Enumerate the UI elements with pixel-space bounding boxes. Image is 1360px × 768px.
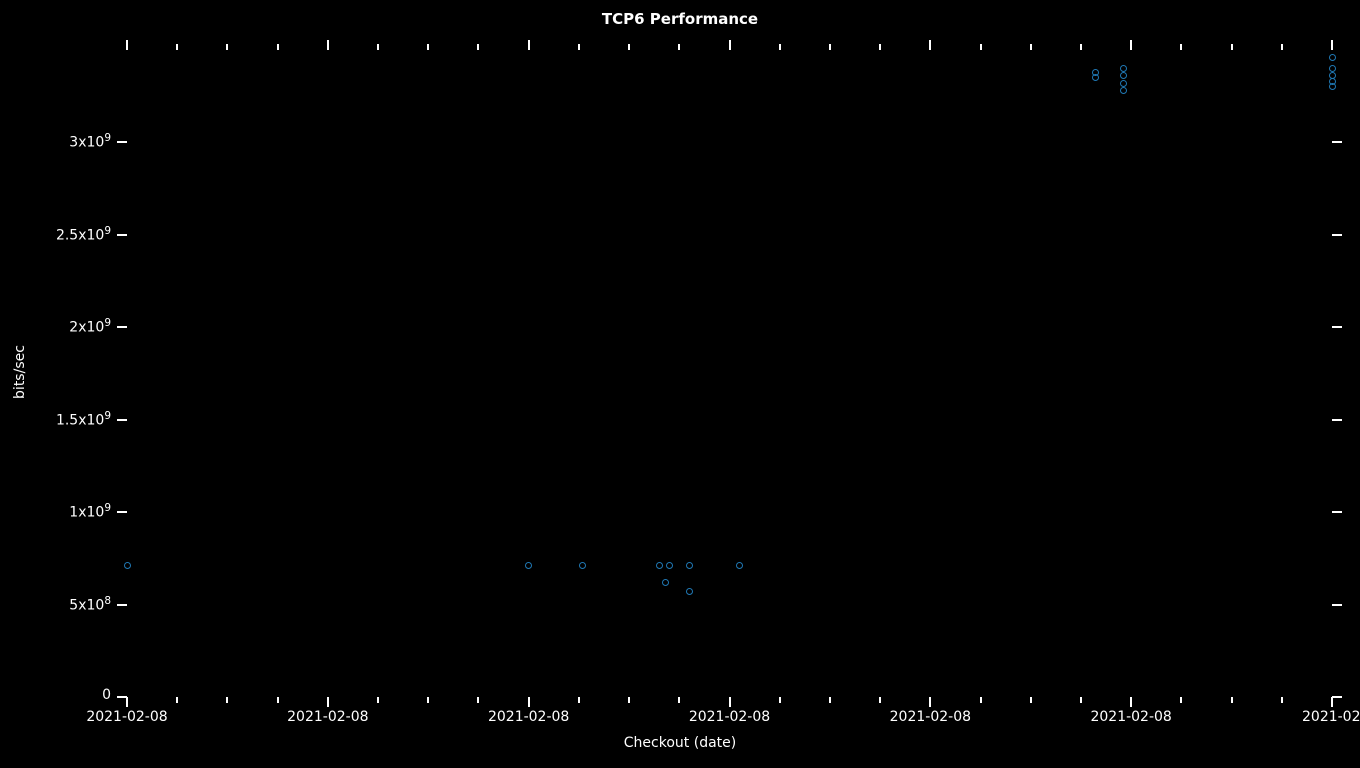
x-minor-tick — [1281, 697, 1283, 703]
y-tick — [1332, 511, 1342, 513]
x-tick — [1331, 40, 1333, 50]
data-point — [1329, 65, 1336, 72]
x-minor-tick — [829, 44, 831, 50]
x-tick-label: 2021-02-08 — [268, 709, 388, 725]
chart-container: TCP6 Performance bits/sec Checkout (date… — [0, 0, 1360, 768]
x-tick-label: 2021-02-08 — [870, 709, 990, 725]
x-tick — [1331, 697, 1333, 707]
x-minor-tick — [980, 697, 982, 703]
x-minor-tick — [678, 697, 680, 703]
y-tick — [1332, 604, 1342, 606]
data-point — [686, 588, 693, 595]
x-tick — [528, 40, 530, 50]
y-tick — [117, 511, 127, 513]
x-minor-tick — [829, 697, 831, 703]
x-tick-label: 2021-02-08 — [67, 709, 187, 725]
x-minor-tick — [779, 44, 781, 50]
x-minor-tick — [779, 697, 781, 703]
data-point — [124, 562, 131, 569]
x-minor-tick — [628, 44, 630, 50]
y-tick-label: 2.5x109 — [0, 225, 111, 244]
y-tick-label: 2x109 — [0, 317, 111, 336]
x-minor-tick — [477, 44, 479, 50]
plot-area — [127, 50, 1332, 697]
data-point — [1120, 80, 1127, 87]
x-tick-label: 2021-02-08 — [670, 709, 790, 725]
x-minor-tick — [1030, 697, 1032, 703]
y-tick-label: 0 — [0, 687, 111, 703]
data-point — [656, 562, 663, 569]
y-tick-label: 1.5x109 — [0, 410, 111, 429]
x-tick-label: 2021-02-0 — [1302, 709, 1360, 725]
x-minor-tick — [1080, 44, 1082, 50]
x-axis-label: Checkout (date) — [0, 735, 1360, 751]
x-minor-tick — [427, 44, 429, 50]
chart-title: TCP6 Performance — [0, 10, 1360, 28]
x-minor-tick — [377, 697, 379, 703]
x-minor-tick — [578, 44, 580, 50]
x-tick — [126, 40, 128, 50]
x-minor-tick — [377, 44, 379, 50]
x-tick — [729, 697, 731, 707]
data-point — [1092, 74, 1099, 81]
x-tick-label: 2021-02-08 — [469, 709, 589, 725]
x-minor-tick — [176, 697, 178, 703]
x-minor-tick — [578, 697, 580, 703]
x-minor-tick — [1180, 697, 1182, 703]
x-minor-tick — [477, 697, 479, 703]
y-tick-label: 5x108 — [0, 595, 111, 614]
y-tick-label: 3x109 — [0, 132, 111, 151]
x-tick — [729, 40, 731, 50]
x-minor-tick — [277, 44, 279, 50]
x-minor-tick — [226, 44, 228, 50]
y-tick — [1332, 234, 1342, 236]
data-point — [666, 562, 673, 569]
y-axis-label: bits/sec — [12, 332, 28, 412]
y-tick — [117, 326, 127, 328]
x-tick — [528, 697, 530, 707]
data-point — [662, 579, 669, 586]
data-point — [1120, 65, 1127, 72]
x-minor-tick — [980, 44, 982, 50]
x-tick — [929, 40, 931, 50]
x-tick — [1130, 697, 1132, 707]
y-tick-label: 1x109 — [0, 502, 111, 521]
x-tick — [327, 697, 329, 707]
y-tick — [117, 419, 127, 421]
x-minor-tick — [1231, 697, 1233, 703]
y-tick — [117, 234, 127, 236]
x-minor-tick — [678, 44, 680, 50]
x-minor-tick — [1231, 44, 1233, 50]
x-tick-label: 2021-02-08 — [1071, 709, 1191, 725]
x-minor-tick — [427, 697, 429, 703]
x-tick — [327, 40, 329, 50]
x-minor-tick — [226, 697, 228, 703]
y-tick — [117, 141, 127, 143]
x-minor-tick — [879, 44, 881, 50]
x-tick — [1130, 40, 1132, 50]
x-minor-tick — [1180, 44, 1182, 50]
y-tick — [1332, 141, 1342, 143]
y-tick — [1332, 326, 1342, 328]
x-minor-tick — [628, 697, 630, 703]
x-minor-tick — [879, 697, 881, 703]
x-minor-tick — [176, 44, 178, 50]
data-point — [1120, 72, 1127, 79]
x-minor-tick — [1030, 44, 1032, 50]
x-minor-tick — [1281, 44, 1283, 50]
data-point — [1329, 54, 1336, 61]
x-minor-tick — [277, 697, 279, 703]
x-tick — [126, 697, 128, 707]
y-tick — [1332, 696, 1342, 698]
y-tick — [1332, 419, 1342, 421]
data-point — [1120, 87, 1127, 94]
y-tick — [117, 604, 127, 606]
x-minor-tick — [1080, 697, 1082, 703]
x-tick — [929, 697, 931, 707]
